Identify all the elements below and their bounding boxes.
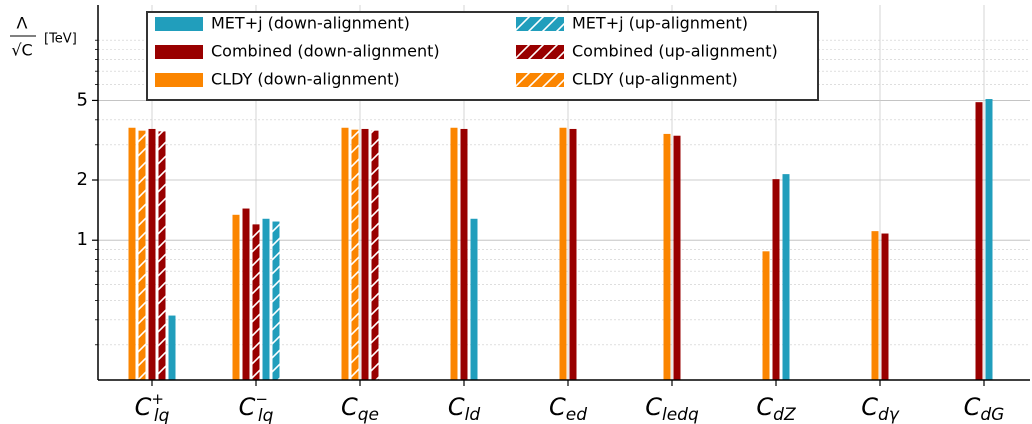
label-sub: qe bbox=[358, 405, 379, 424]
bar bbox=[272, 221, 280, 380]
bar bbox=[262, 218, 270, 380]
label-sub: dZ bbox=[773, 405, 796, 424]
label-base: C bbox=[964, 393, 981, 421]
bar bbox=[673, 135, 681, 380]
label-base: C bbox=[756, 393, 773, 421]
label-sub: dγ bbox=[878, 405, 900, 424]
bar bbox=[158, 131, 166, 380]
label-sup: + bbox=[151, 390, 164, 408]
x-tick-label: C+ lq bbox=[135, 390, 170, 424]
legend-swatch bbox=[516, 73, 564, 87]
bar bbox=[450, 127, 458, 380]
legend-swatch bbox=[155, 17, 203, 31]
legend-label: CLDY (down-alignment) bbox=[211, 70, 400, 89]
x-tick-label: Cqe bbox=[341, 393, 379, 424]
x-tick-label: Cledq bbox=[645, 393, 699, 424]
label-sub: lq bbox=[258, 406, 274, 424]
label-sub: ledq bbox=[662, 405, 699, 424]
legend-label: CLDY (up-alignment) bbox=[572, 70, 738, 89]
label-base: C bbox=[645, 393, 662, 421]
legend-label: Combined (down-alignment) bbox=[211, 42, 440, 61]
legend-box bbox=[146, 11, 819, 101]
label-sub: ed bbox=[566, 405, 587, 424]
label-sub: lq bbox=[154, 406, 170, 424]
bars bbox=[128, 99, 993, 381]
legend-label: MET+j (down-alignment) bbox=[211, 14, 410, 33]
legend: MET+j (down-alignment) Combined (down-ali… bbox=[146, 11, 819, 101]
label-sub: ld bbox=[465, 405, 481, 424]
bar bbox=[341, 127, 349, 380]
bar bbox=[148, 128, 156, 380]
y-label-numerator: Λ bbox=[17, 14, 28, 33]
bar bbox=[138, 130, 146, 380]
bar bbox=[460, 128, 468, 380]
bar bbox=[985, 99, 993, 381]
legend-label: MET+j (up-alignment) bbox=[572, 14, 748, 33]
x-tick-label: CdZ bbox=[756, 393, 796, 424]
bar bbox=[975, 102, 983, 381]
bar bbox=[871, 231, 879, 380]
bar bbox=[168, 315, 176, 380]
y-label-denominator: √C bbox=[11, 41, 32, 60]
y-label-unit: [TeV] bbox=[44, 32, 77, 47]
x-tick-label: C− lq bbox=[239, 390, 274, 424]
legend-label: Combined (up-alignment) bbox=[572, 42, 778, 61]
bar bbox=[232, 214, 240, 380]
x-tick-label: Cld bbox=[448, 393, 480, 424]
label-base: C bbox=[135, 393, 152, 421]
label-base: C bbox=[549, 393, 566, 421]
x-tick-label: Ced bbox=[549, 393, 587, 424]
label-base: C bbox=[448, 393, 465, 421]
label-sup: − bbox=[255, 390, 268, 408]
label-base: C bbox=[861, 393, 878, 421]
x-tick-label: CdG bbox=[964, 393, 1005, 424]
legend-swatch bbox=[516, 17, 564, 31]
bar bbox=[559, 127, 567, 380]
legend-swatch bbox=[155, 45, 203, 59]
y-label: Λ √C [TeV] bbox=[10, 14, 77, 60]
y-tick-label: 1 bbox=[77, 229, 88, 250]
x-tick-label: Cdγ bbox=[861, 393, 900, 424]
label-base: C bbox=[341, 393, 358, 421]
bar bbox=[881, 233, 889, 380]
y-tick-label: 5 bbox=[77, 89, 88, 110]
bar bbox=[782, 174, 790, 380]
bar bbox=[371, 130, 379, 380]
bar bbox=[361, 128, 369, 380]
bar bbox=[242, 208, 250, 380]
label-base: C bbox=[239, 393, 256, 421]
bar bbox=[772, 179, 780, 380]
y-tick-label: 2 bbox=[77, 169, 88, 190]
legend-swatch bbox=[516, 45, 564, 59]
bar bbox=[470, 218, 478, 380]
bar bbox=[762, 251, 770, 380]
bar bbox=[351, 129, 359, 380]
bar bbox=[569, 128, 577, 380]
bar bbox=[663, 133, 671, 380]
bar bbox=[128, 127, 136, 380]
bar bbox=[252, 224, 260, 380]
legend-swatch bbox=[155, 73, 203, 87]
label-sub: dG bbox=[980, 405, 1004, 424]
